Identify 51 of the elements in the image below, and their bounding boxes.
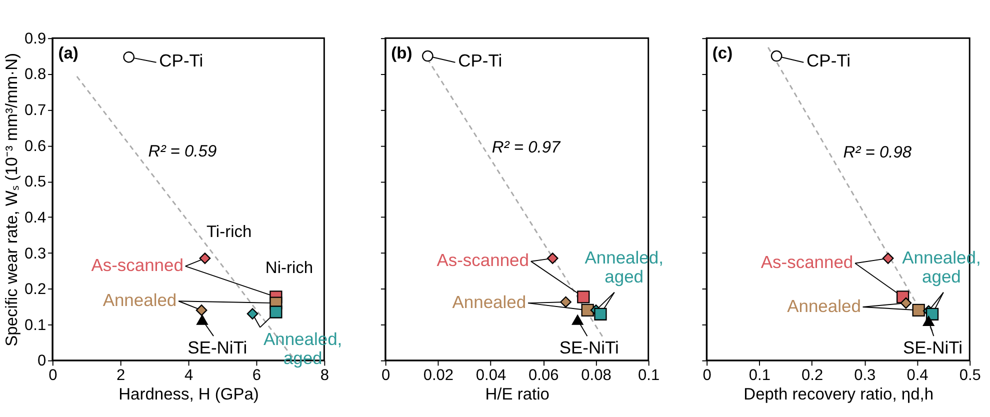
series-label: CP-Ti (458, 50, 502, 70)
x-tick-label: 8 (320, 367, 329, 384)
y-tick-label: 0 (37, 352, 46, 370)
y-tick-label: 0.6 (24, 138, 46, 155)
x-tick-label: 0.1 (638, 367, 660, 384)
x-axis-title: H/E ratio (485, 386, 550, 404)
y-tick-label: 0.8 (24, 66, 46, 84)
y-tick-label: 0.2 (24, 281, 46, 298)
x-tick-label: 0 (381, 367, 390, 384)
x-tick-label: 6 (252, 367, 262, 384)
series-label: CP-Ti (159, 50, 204, 70)
x-tick-label: 0.2 (801, 367, 824, 384)
x-tick-label: 0.4 (906, 367, 929, 384)
x-axis-title: Depth recovery ratio, ηd,h (744, 386, 934, 404)
x-tick-label: 0.02 (423, 367, 454, 384)
annotation: Ti-rich (206, 223, 252, 242)
x-axis-title: Hardness, H (GPa) (118, 386, 259, 404)
y-axis-title: Specific wear rate, Wₛ (10⁻³ mm³/mm·N) (2, 53, 21, 346)
y-tick-label: 0.3 (24, 245, 46, 262)
legend-label: As-scanned (436, 250, 529, 270)
legend-label: Annealed (452, 292, 526, 312)
x-tick-label: 4 (184, 367, 194, 384)
annotation: (a) (58, 44, 78, 62)
x-tick-label: 0.5 (959, 367, 981, 384)
annotation: (c) (712, 44, 733, 62)
x-tick-label: 0.08 (581, 367, 612, 384)
x-tick-label: 0 (702, 367, 712, 384)
annotation: Ni-rich (265, 258, 314, 277)
x-tick-label: 0.06 (528, 367, 559, 384)
series-label: SE-NiTi (188, 338, 248, 358)
y-tick-label: 0.1 (24, 316, 46, 334)
y-tick-label: 0.5 (24, 174, 46, 191)
y-tick-label: 0.4 (24, 209, 46, 226)
x-tick-label: 0.04 (476, 367, 506, 384)
text: Annealed (787, 296, 861, 316)
series-label: As-scanned (760, 252, 854, 272)
series-label: SE-NiTi (559, 338, 619, 358)
y-tick-label: 0.9 (24, 30, 46, 48)
annotation: R² = 0.98 (843, 143, 912, 162)
x-tick-label: 0.3 (854, 367, 876, 384)
annotation: R² = 0.59 (148, 142, 217, 161)
y-tick-label: 0.7 (24, 102, 46, 120)
annotation: R² = 0.97 (492, 138, 562, 157)
legend-label: As-scanned (91, 255, 184, 276)
legend-label: CP-Ti (806, 50, 851, 70)
annotation: (b) (391, 44, 412, 62)
legend-label: Annealed (102, 290, 177, 310)
x-tick-label: 0 (48, 367, 58, 384)
series-label: SE-NiTi (902, 338, 962, 358)
x-tick-label: 0.1 (748, 367, 770, 384)
x-tick-label: 2 (116, 367, 126, 384)
